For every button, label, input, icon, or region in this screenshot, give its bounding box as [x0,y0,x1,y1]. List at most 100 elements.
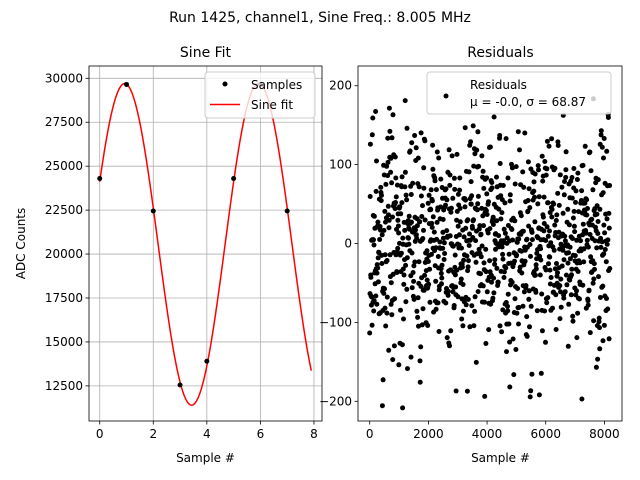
residual-point [517,147,522,153]
residual-point [528,303,534,309]
residual-point [509,165,515,171]
y-tick-label: 0 [344,237,352,251]
residual-point [430,214,436,220]
residuals-title: Residuals [467,45,533,61]
residual-point [505,303,510,309]
residual-point [375,255,381,261]
residual-point [565,260,571,266]
residual-point [469,303,475,309]
residual-point [444,197,450,203]
residual-point [438,270,444,276]
residual-point [390,112,396,118]
residual-point [393,194,399,200]
residual-point [574,335,580,341]
residual-point [402,169,408,175]
residual-point [600,283,606,289]
residual-point [410,270,416,275]
y-tick-label: 27500 [45,115,83,129]
sine-fit-title: Sine Fit [180,45,232,61]
residual-point [507,192,513,198]
residual-point [446,147,452,153]
residual-point [558,276,564,282]
residual-point [421,227,426,233]
residual-point [563,272,569,278]
residual-point [596,274,601,280]
residual-point [562,179,567,184]
x-tick-label: 0 [96,427,104,441]
residual-point [427,266,433,272]
residual-point [554,261,559,266]
residual-point [524,333,530,339]
residual-point [405,366,410,372]
residual-point [404,286,410,292]
residual-point [371,308,377,314]
residual-point [527,205,533,211]
residual-point [584,212,590,218]
sine-fit-xlabel: Sample # [176,451,235,465]
residual-point [547,254,553,260]
residual-point [479,243,485,249]
residual-point [448,328,454,334]
residual-point [466,243,472,248]
residual-point [528,253,533,259]
residual-point [392,296,398,302]
residuals-legend: Residuals μ = -0.0, σ = 68.87 [426,71,612,115]
residual-point [455,191,461,197]
residual-point [422,272,428,278]
residual-point [390,214,395,220]
residual-point [473,259,479,265]
residual-point [401,316,406,322]
residual-point [574,177,580,182]
residual-point [536,194,542,200]
residual-point [388,280,394,286]
residual-point [432,178,438,184]
residual-point [520,169,526,175]
residual-point [486,199,491,205]
residual-point [559,263,565,269]
residual-point [399,342,405,348]
legend-marker-samples [222,81,228,87]
x-tick-label: 4000 [472,427,503,441]
residual-point [457,219,463,225]
residual-point [536,392,542,398]
residual-point [501,226,507,232]
residual-point [515,286,521,291]
residual-point [490,214,496,220]
residual-point [541,221,547,226]
residual-point [601,155,606,161]
y-tick-label: 15000 [45,335,83,349]
residual-point [384,258,390,263]
residual-point [494,218,500,224]
residual-point [475,129,481,135]
residual-point [392,206,398,212]
residual-point [481,260,487,266]
residual-point [572,253,578,259]
residual-point [402,184,408,190]
residual-point [556,229,562,235]
residual-point [590,280,596,286]
residual-point [547,228,552,234]
residual-point [569,195,575,201]
residual-point [503,136,509,142]
residual-point [378,198,384,204]
residual-point [542,159,548,164]
residual-point [490,222,496,227]
residual-point [495,279,501,285]
sine-fit-curve [98,82,313,406]
residual-point [491,275,497,281]
residual-point [419,322,425,328]
residual-point [415,155,421,161]
residual-point [521,289,527,295]
residual-point [421,165,427,171]
residual-point [494,174,499,180]
residual-point [523,283,529,289]
residual-point [585,302,591,308]
residual-point [572,229,578,235]
residual-point [465,268,471,274]
residual-point [598,244,604,250]
residual-point [585,244,591,250]
residual-point [391,343,397,349]
residual-point [375,279,381,285]
residual-point [586,287,592,293]
residual-point [416,259,422,265]
